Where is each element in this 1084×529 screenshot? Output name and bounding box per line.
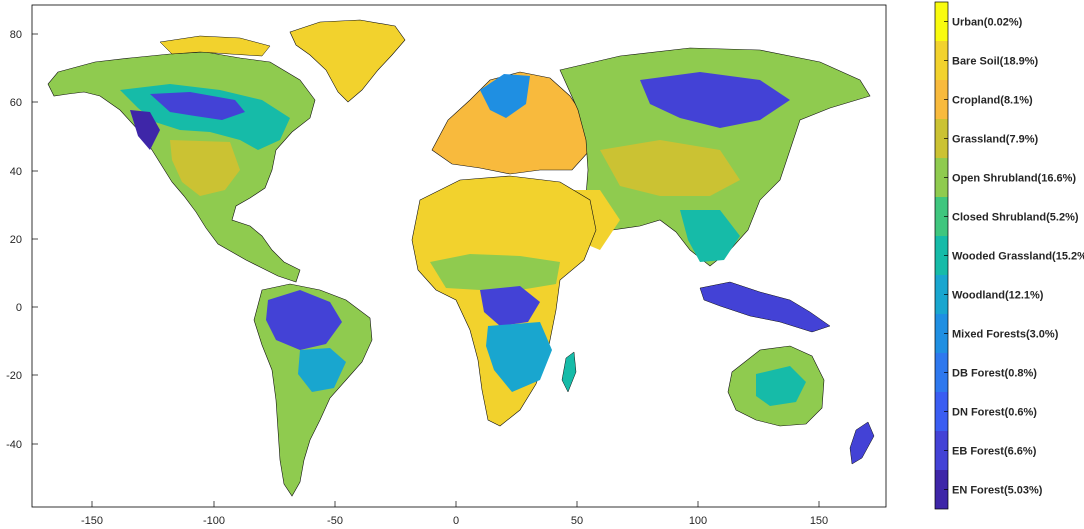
australia-desert (756, 366, 806, 406)
colorbar-swatches (935, 2, 948, 509)
x-axis: -150 -100 -50 0 50 100 150 (81, 501, 828, 527)
x-tick-label: -100 (203, 515, 225, 527)
central-asia-steppe (600, 140, 740, 196)
y-tick-label: 0 (16, 302, 22, 314)
congo-forest (480, 286, 540, 326)
map-frame (31, 4, 887, 508)
y-tick-label: 80 (10, 29, 22, 41)
landmass-layer (47, 19, 875, 497)
colorbar-swatch-db-forest (935, 353, 948, 392)
colorbar-swatch-en-forest (935, 470, 948, 509)
colorbar-label-en-forest: EN Forest(5.03%) (952, 485, 1043, 497)
colorbar-ticks (944, 21, 948, 490)
map-panel: -150 -100 -50 0 50 100 150 80 60 40 20 0… (6, 4, 887, 527)
colorbar-label-bare-soil: Bare Soil(18.9%) (952, 56, 1039, 68)
colorbar-label-eb-forest: EB Forest(6.6%) (952, 446, 1037, 458)
colorbar-label-cropland: Cropland(8.1%) (952, 95, 1033, 107)
colorbar-label-wooded-grassland: Wooded Grassland(15.2%) (952, 251, 1084, 263)
colorbar-swatch-open-shrubland (935, 158, 948, 197)
colorbar-swatch-grassland (935, 119, 948, 158)
new-zealand-landmass (849, 421, 875, 465)
colorbar-labels: Urban(0.02%) Bare Soil(18.9%) Cropland(8… (952, 17, 1084, 497)
colorbar-label-mixed-forests: Mixed Forests(3.0%) (952, 329, 1059, 341)
y-tick-label: 60 (10, 97, 22, 109)
x-tick-label: 100 (689, 515, 707, 527)
africa-sahel (430, 254, 560, 290)
colorbar-swatch-wooded-grassland (935, 236, 948, 275)
colorbar-swatch-eb-forest (935, 431, 948, 470)
x-tick-label: -50 (327, 515, 343, 527)
colorbar-swatch-dn-forest (935, 392, 948, 431)
y-tick-label: -40 (6, 439, 22, 451)
colorbar-label-grassland: Grassland(7.9%) (952, 134, 1039, 146)
y-tick-label: 40 (10, 166, 22, 178)
colorbar-label-woodland: Woodland(12.1%) (952, 290, 1044, 302)
y-axis: 80 60 40 20 0 -20 -40 (6, 29, 38, 451)
colorbar-label-dn-forest: DN Forest(0.6%) (952, 407, 1037, 419)
x-tick-label: 150 (810, 515, 828, 527)
southeast-asia-forest (680, 210, 740, 262)
greenland-landmass (289, 19, 406, 103)
colorbar-label-closed-shrubland: Closed Shrubland(5.2%) (952, 212, 1079, 224)
colorbar-swatch-bare-soil (935, 41, 948, 80)
africa-south-woodland (486, 322, 552, 392)
colorbar-swatch-woodland (935, 275, 948, 314)
y-tick-label: -20 (6, 370, 22, 382)
north-america-boreal (150, 92, 245, 120)
scandinavia-forest (480, 74, 530, 118)
colorbar: Urban(0.02%) Bare Soil(18.9%) Cropland(8… (934, 1, 1084, 510)
x-tick-label: -150 (81, 515, 103, 527)
indonesia-landmass (699, 281, 831, 333)
colorbar-label-urban: Urban(0.02%) (952, 17, 1023, 29)
north-america-west-forest (130, 110, 160, 150)
x-tick-label: 0 (453, 515, 459, 527)
south-america-cerrado (298, 348, 346, 392)
colorbar-swatch-mixed-forests (935, 314, 948, 353)
x-tick-label: 50 (571, 515, 583, 527)
colorbar-swatch-closed-shrubland (935, 197, 948, 236)
madagascar-landmass (561, 351, 577, 393)
y-tick-label: 20 (10, 234, 22, 246)
colorbar-label-db-forest: DB Forest(0.8%) (952, 368, 1037, 380)
siberia-forest (640, 72, 790, 128)
amazon-forest (266, 290, 342, 350)
colorbar-swatch-cropland (935, 80, 948, 119)
colorbar-label-open-shrubland: Open Shrubland(16.6%) (952, 173, 1076, 185)
colorbar-swatch-urban (935, 2, 948, 41)
arctic-islands (159, 35, 271, 57)
north-america-plains (170, 140, 240, 196)
